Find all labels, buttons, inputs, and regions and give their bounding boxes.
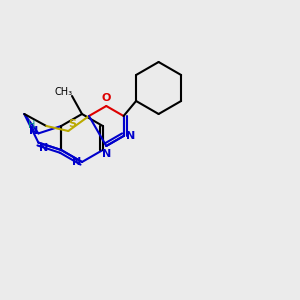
Text: N: N [72, 157, 82, 167]
Text: H: H [28, 120, 35, 130]
Text: S: S [68, 119, 76, 129]
Text: N: N [126, 131, 135, 141]
Text: N: N [39, 142, 48, 153]
Text: N: N [102, 149, 111, 159]
Text: CH₃: CH₃ [55, 87, 73, 97]
Text: O: O [102, 93, 111, 103]
Text: N: N [29, 126, 38, 136]
